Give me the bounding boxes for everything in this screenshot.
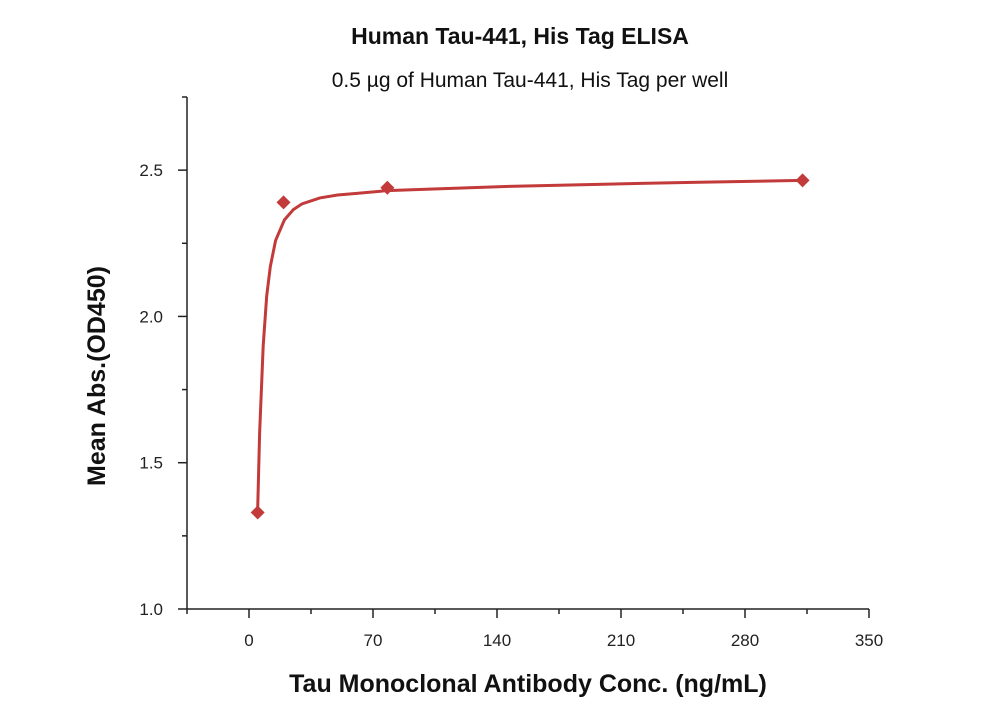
data-point — [795, 173, 810, 188]
x-tick-label: 210 — [607, 631, 635, 650]
y-tick-label: 1.5 — [139, 454, 163, 473]
axis-ticks — [178, 96, 870, 618]
x-tick-label: 350 — [855, 631, 883, 650]
y-tick-label: 2.0 — [139, 307, 163, 326]
data-point — [380, 180, 395, 195]
y-axis-label: Mean Abs.(OD450) — [83, 266, 111, 486]
tick-labels: 0 70 140 210 280 350 1.0 1.5 2.0 2.5 — [139, 161, 883, 650]
x-tick-label: 70 — [364, 631, 383, 650]
y-tick-label: 2.5 — [139, 161, 163, 180]
x-tick-label: 0 — [244, 631, 253, 650]
x-tick-label: 140 — [483, 631, 511, 650]
y-tick-label: 1.0 — [139, 600, 163, 619]
data-point — [276, 195, 291, 210]
data-point — [250, 505, 265, 520]
chart-subtitle: 0.5 µg of Human Tau-441, His Tag per wel… — [332, 69, 729, 92]
x-tick-label: 280 — [731, 631, 759, 650]
fit-curve — [256, 178, 803, 513]
chart-title: Human Tau-441, His Tag ELISA — [351, 23, 689, 49]
data-points — [250, 173, 810, 520]
x-axis-label: Tau Monoclonal Antibody Conc. (ng/mL) — [289, 670, 767, 698]
